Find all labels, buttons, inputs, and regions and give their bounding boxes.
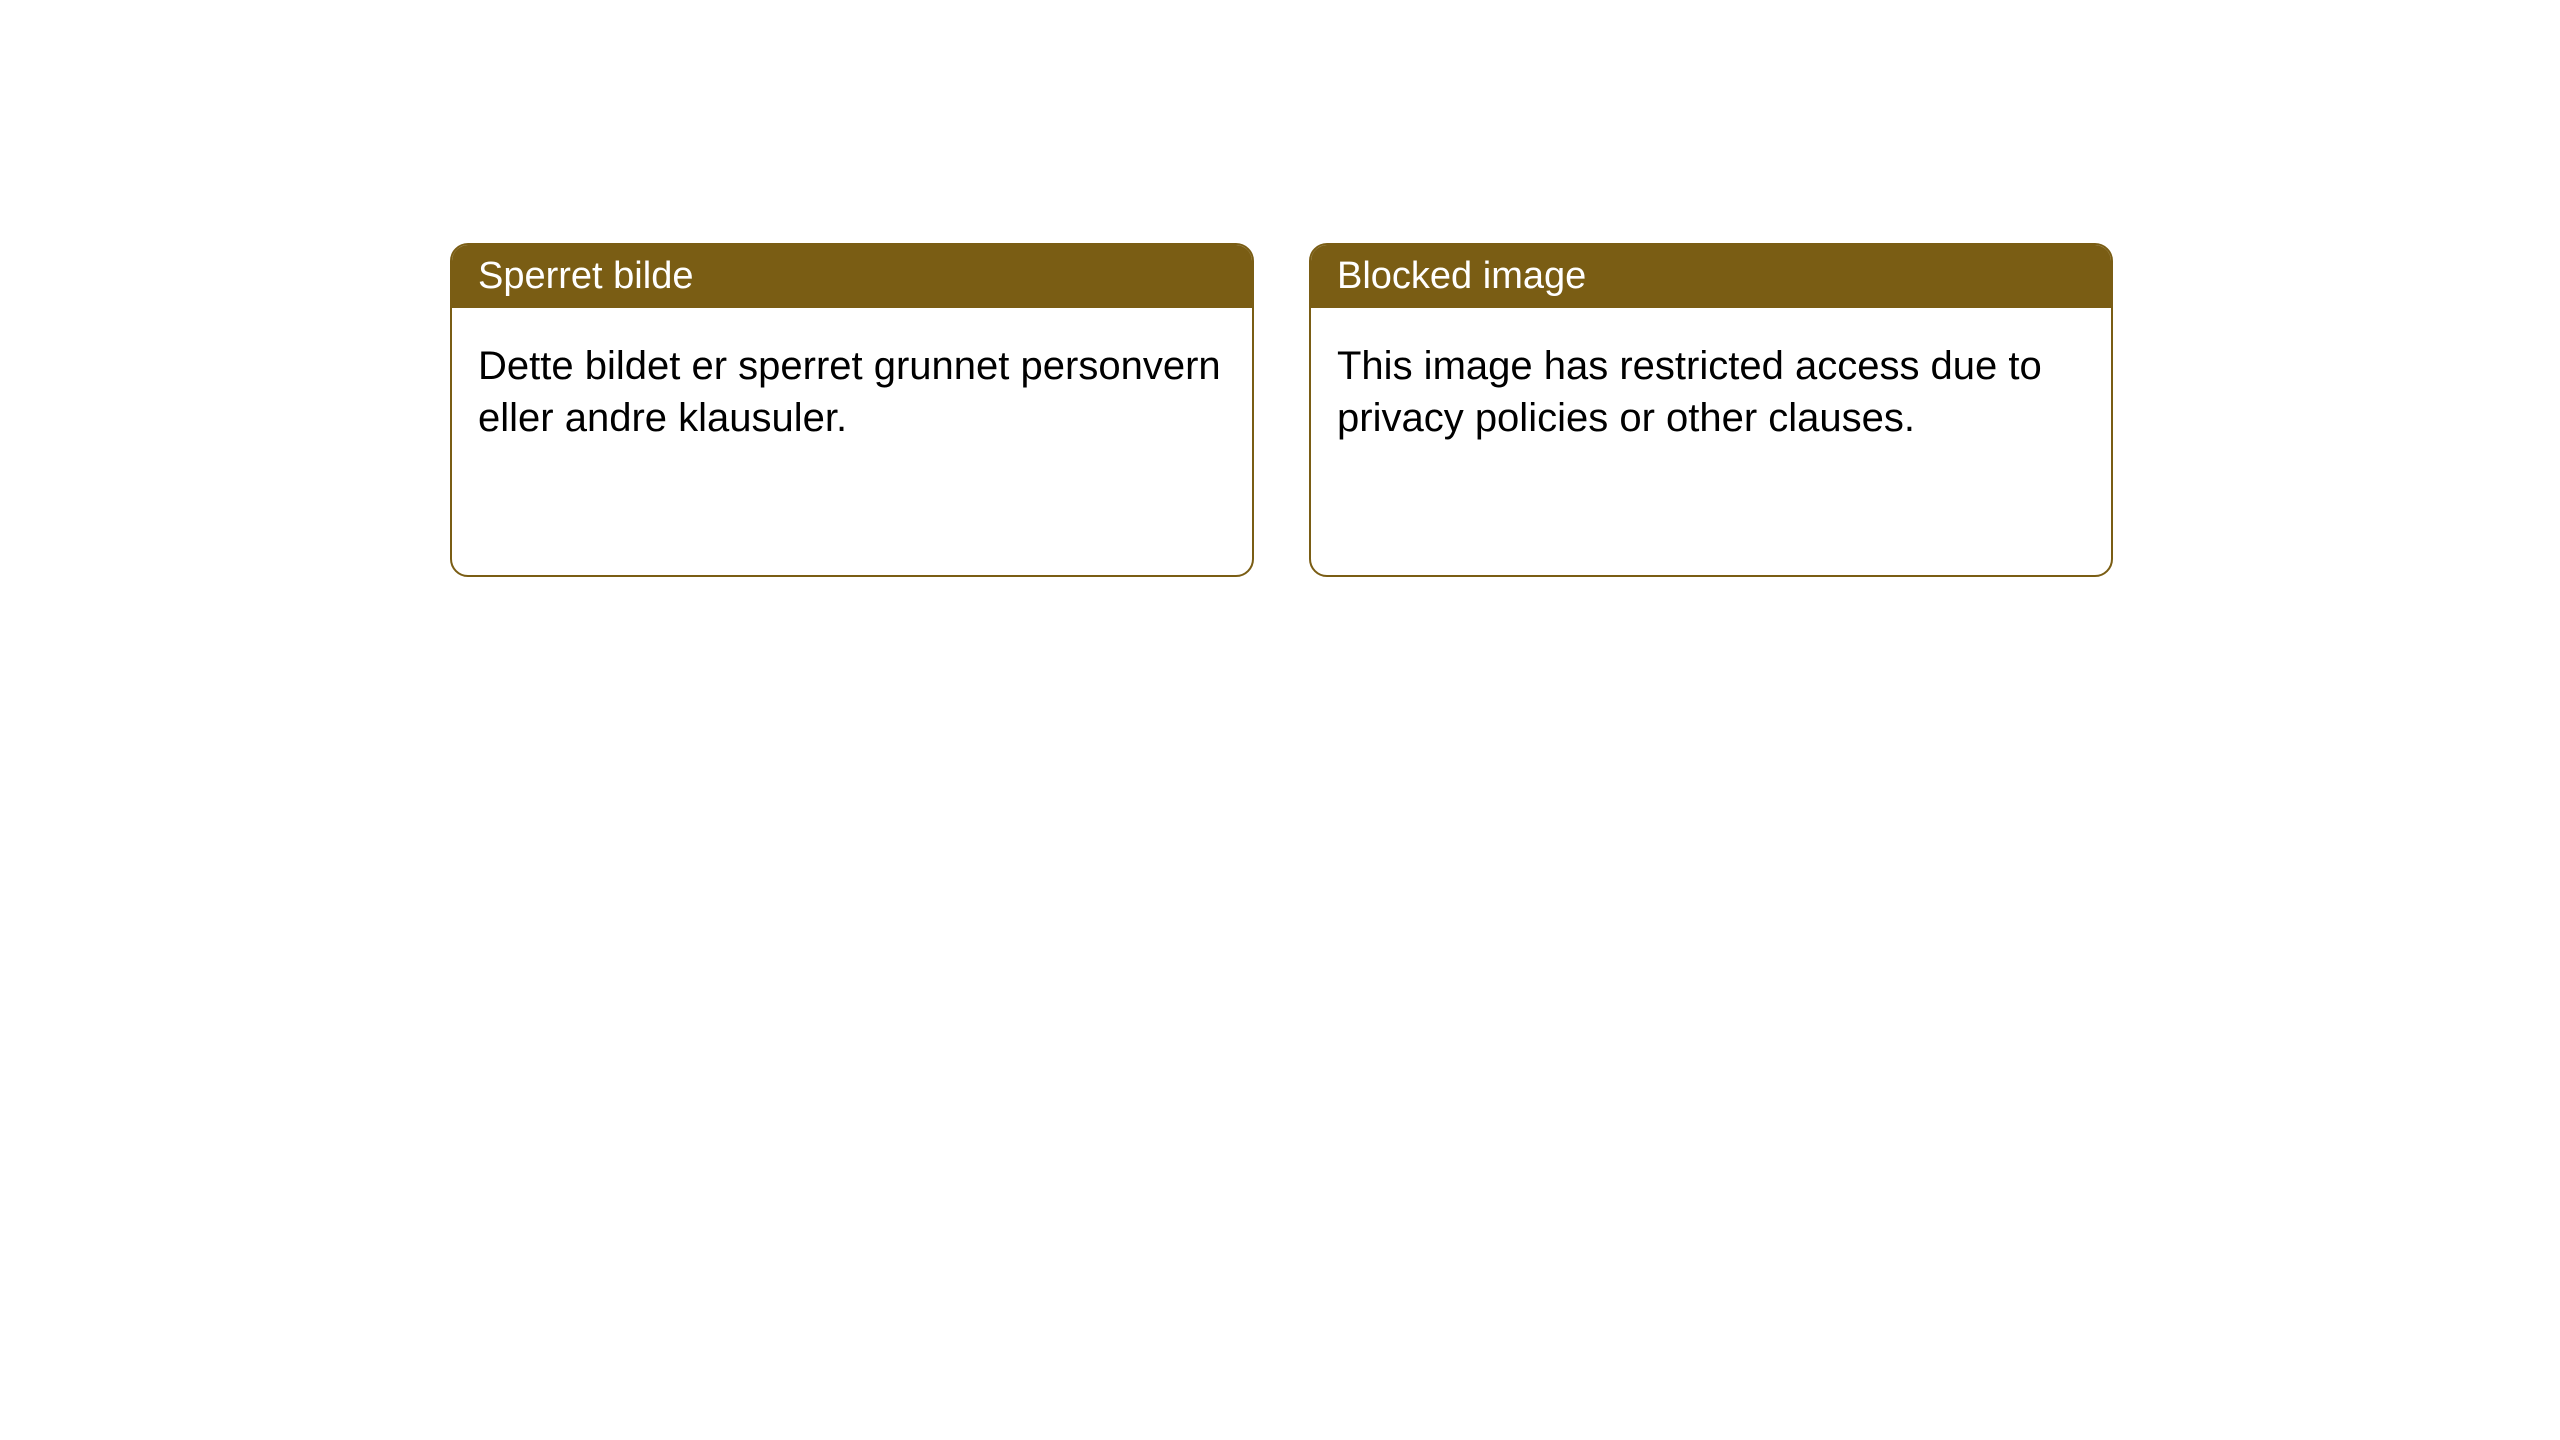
- notice-card-body: This image has restricted access due to …: [1311, 308, 2111, 476]
- notice-title: Sperret bilde: [478, 255, 693, 297]
- notice-title: Blocked image: [1337, 255, 1586, 297]
- notice-message: Dette bildet er sperret grunnet personve…: [478, 344, 1221, 440]
- notice-cards-container: Sperret bilde Dette bildet er sperret gr…: [450, 243, 2113, 577]
- notice-message: This image has restricted access due to …: [1337, 344, 2042, 440]
- notice-card-header: Sperret bilde: [452, 245, 1252, 308]
- notice-card-norwegian: Sperret bilde Dette bildet er sperret gr…: [450, 243, 1254, 577]
- notice-card-english: Blocked image This image has restricted …: [1309, 243, 2113, 577]
- notice-card-body: Dette bildet er sperret grunnet personve…: [452, 308, 1252, 476]
- notice-card-header: Blocked image: [1311, 245, 2111, 308]
